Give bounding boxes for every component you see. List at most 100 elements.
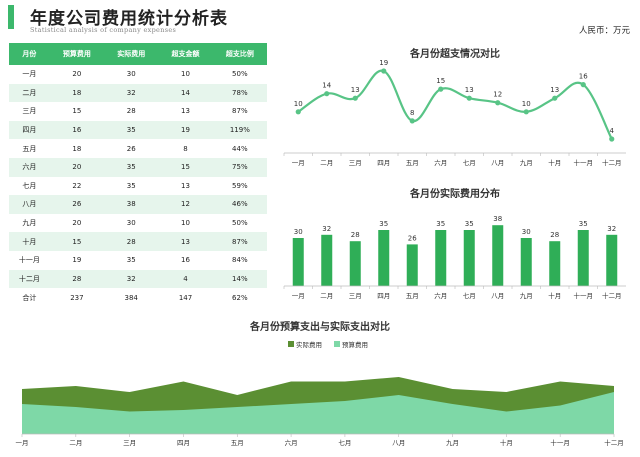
bar-x-tick-label: 六月 xyxy=(434,291,447,300)
area-x-tick-label: 二月 xyxy=(69,439,82,447)
total-cell: 237 xyxy=(49,288,105,308)
table-cell: 84% xyxy=(212,250,267,270)
table-cell: 一月 xyxy=(9,65,50,84)
table-cell: 87% xyxy=(212,232,267,251)
table-cell: 15 xyxy=(158,157,213,177)
total-cell: 384 xyxy=(104,288,159,308)
table-cell: 15 xyxy=(49,102,105,121)
table-cell: 28 xyxy=(104,102,159,121)
table-cell: 16 xyxy=(158,250,213,270)
table-cell: 15 xyxy=(49,232,105,251)
table-cell: 35 xyxy=(104,157,159,177)
line-point xyxy=(609,136,615,142)
area-chart-title: 各月份预算支出与实际支出对比 xyxy=(249,320,390,333)
bar-data-label: 38 xyxy=(493,215,502,223)
bar xyxy=(435,230,447,286)
bar xyxy=(321,234,333,286)
table-row: 一月 20 30 10 50% xyxy=(9,65,267,84)
line-x-tick-label: 三月 xyxy=(349,159,362,167)
table-cell: 10 xyxy=(158,65,213,84)
column-header: 超支金额 xyxy=(158,43,213,65)
table-row: 三月 15 28 13 87% xyxy=(9,102,267,121)
line-data-label: 14 xyxy=(322,82,331,90)
line-x-tick-label: 五月 xyxy=(406,159,419,167)
area-x-tick-label: 十二月 xyxy=(604,438,624,447)
line-data-label: 15 xyxy=(436,77,445,85)
line-point xyxy=(523,109,529,115)
bar-x-tick-label: 十月 xyxy=(548,291,561,300)
bar-data-label: 32 xyxy=(607,225,616,233)
line-x-tick-label: 四月 xyxy=(377,159,390,167)
overspend-series-line xyxy=(297,69,613,140)
area-x-tick-label: 八月 xyxy=(392,439,405,447)
line-x-tick-label: 七月 xyxy=(463,158,476,167)
table-cell: 26 xyxy=(49,195,105,214)
column-header: 月份 xyxy=(9,43,50,65)
total-cell: 147 xyxy=(158,288,213,308)
table-cell: 38 xyxy=(104,195,159,214)
line-point xyxy=(466,95,472,101)
table-cell: 35 xyxy=(104,120,159,140)
bar-data-label: 28 xyxy=(351,231,360,239)
line-data-label: 4 xyxy=(610,127,615,135)
column-header: 预算费用 xyxy=(49,43,105,65)
total-cell: 合计 xyxy=(9,288,50,308)
table-cell: 二月 xyxy=(9,83,50,103)
table-cell: 26 xyxy=(104,139,159,158)
table-cell: 75% xyxy=(212,157,267,177)
actual-cost-bar-chart: 各月份实际费用分布 30 32 28 35 26 35 35 38 30 28 35 32 一月 二月 三月 四… xyxy=(283,187,626,300)
table-row: 八月 26 38 12 46% xyxy=(9,195,267,214)
table-total-row: 合计 237 384 147 62% xyxy=(9,288,267,308)
table-cell: 八月 xyxy=(9,195,50,214)
bar-chart-title: 各月份实际费用分布 xyxy=(409,187,500,200)
area-x-tick-label: 十月 xyxy=(500,438,513,447)
table-cell: 10 xyxy=(158,213,213,233)
table-cell: 13 xyxy=(158,232,213,251)
area-x-tick-label: 九月 xyxy=(446,438,459,447)
table-cell: 14% xyxy=(212,269,267,289)
table-cell: 14 xyxy=(158,83,213,103)
line-point xyxy=(552,95,558,101)
table-cell: 十月 xyxy=(9,232,50,251)
line-x-tick-label: 一月 xyxy=(292,159,305,167)
table-cell: 8 xyxy=(158,139,213,158)
table-cell: 20 xyxy=(49,65,105,84)
budget-cost-area xyxy=(22,392,614,434)
line-data-label: 19 xyxy=(379,59,388,67)
bar-x-tick-label: 十一月 xyxy=(574,291,594,300)
table-cell: 六月 xyxy=(9,157,50,177)
area-x-tick-label: 三月 xyxy=(123,439,136,447)
table-row: 五月 18 26 8 44% xyxy=(9,139,267,158)
area-x-tick-label: 四月 xyxy=(177,439,190,447)
bar-data-label: 30 xyxy=(522,228,531,236)
bar-x-tick-label: 四月 xyxy=(377,292,390,300)
legend-swatch xyxy=(334,341,340,347)
page-title: 年度公司费用统计分析表 xyxy=(30,9,228,29)
line-x-tick-label: 十一月 xyxy=(574,158,594,167)
table-cell: 46% xyxy=(212,195,267,214)
line-point xyxy=(438,86,444,92)
line-point xyxy=(580,82,586,88)
line-data-label: 13 xyxy=(465,86,474,94)
overspend-line-chart: 各月份超支情况对比 10 14 13 19 8 15 13 12 10 13 16 4 一月 二月 三月 四月 五… xyxy=(283,47,626,167)
table-cell: 28 xyxy=(104,232,159,251)
table-cell: 28 xyxy=(49,269,105,289)
table-cell: 七月 xyxy=(9,176,50,196)
bar-data-label: 26 xyxy=(408,234,417,242)
bar-data-label: 32 xyxy=(322,225,331,233)
table-header-row: 月份 预算费用 实际费用 超支金额 超支比例 xyxy=(9,43,267,65)
table-cell: 12 xyxy=(158,195,213,214)
line-data-label: 13 xyxy=(351,86,360,94)
area-x-tick-label: 十一月 xyxy=(550,438,570,447)
bar xyxy=(406,244,418,286)
table-cell: 九月 xyxy=(9,213,50,233)
table-cell: 五月 xyxy=(9,139,50,158)
bar xyxy=(463,230,475,286)
table-cell: 16 xyxy=(49,120,105,140)
bar-x-tick-label: 五月 xyxy=(406,292,419,300)
line-x-tick-label: 九月 xyxy=(520,158,533,167)
bar-data-label: 35 xyxy=(579,220,588,228)
bar-x-tick-label: 二月 xyxy=(320,292,333,300)
line-chart-title: 各月份超支情况对比 xyxy=(409,47,500,60)
